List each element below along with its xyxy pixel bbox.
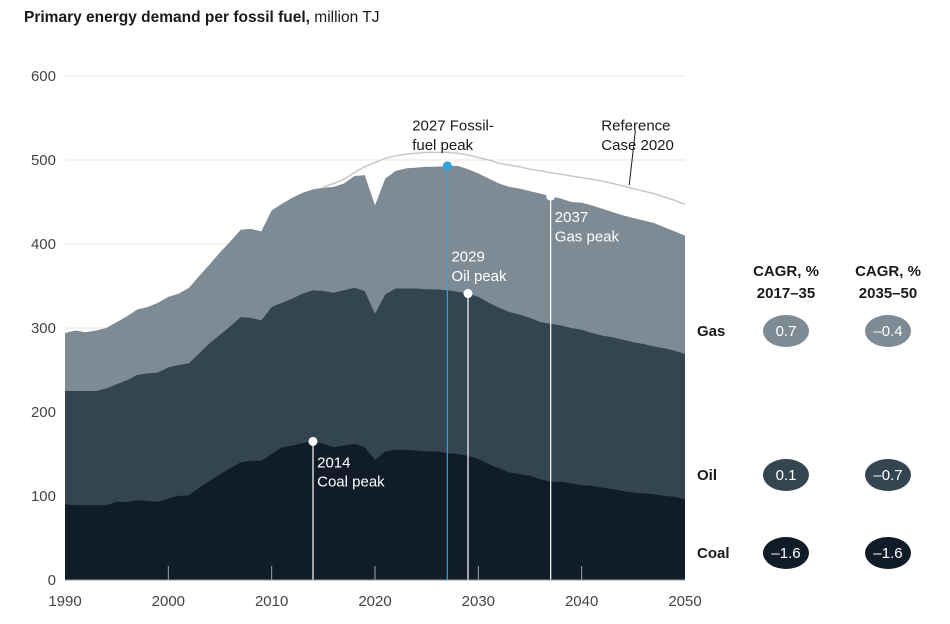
y-tick-label-500: 500 <box>31 152 56 169</box>
cagr-pill-oil-col2 <box>865 459 911 491</box>
cagr-row-label-coal: Coal <box>697 545 730 562</box>
cagr-row-label-gas: Gas <box>697 323 725 340</box>
reference-case-line <box>323 151 686 206</box>
cagr-pill-coal-col2 <box>865 537 911 569</box>
cagr-header-line1-col2: CAGR, % <box>855 263 921 280</box>
area-coal <box>65 441 685 580</box>
coal-peak-marker <box>308 436 318 446</box>
cagr-value-gas-col2: –0.4 <box>873 323 902 340</box>
fossil-fuel-peak-marker <box>442 161 452 171</box>
oil-peak-label-1: 2029 <box>451 249 484 266</box>
axes: 0 100 200 300 400 500 600 1990 2000 2010 2020 2030 2… <box>31 68 702 610</box>
coal-peak-label-2: Coal peak <box>317 474 385 491</box>
x-tick-label-2040: 2040 <box>565 593 598 610</box>
cagr-header-line1-col1: CAGR, % <box>753 263 819 280</box>
reference-case-leader <box>628 130 636 186</box>
cagr-pill-gas-col2 <box>865 315 911 347</box>
y-tick-label-600: 600 <box>31 68 56 85</box>
y-tick-label-400: 400 <box>31 236 56 253</box>
gas-peak-label-2: Gas peak <box>555 228 620 245</box>
chart-title: Primary energy demand per fossil fuel, m… <box>24 9 379 27</box>
peak-annotations: 2014 Coal peak 2029 Oil peak 2037 Gas peak 202… <box>308 118 620 580</box>
cagr-value-oil-col1: 0.1 <box>776 467 797 484</box>
cagr-pill-oil-col1 <box>763 459 809 491</box>
gas-peak-label-1: 2037 <box>555 209 588 226</box>
reference-case-label-2: Case 2020 <box>601 137 674 154</box>
cagr-row-label-oil: Oil <box>697 467 717 484</box>
y-tick-label-200: 200 <box>31 404 56 421</box>
x-tick-label-1990: 1990 <box>48 593 81 610</box>
cagr-header-line2-col1: 2017–35 <box>757 285 815 302</box>
fossil-fuel-peak-label-1: 2027 Fossil- <box>412 118 494 135</box>
cagr-value-coal-col1: –1.6 <box>771 545 800 562</box>
stacked-areas <box>65 165 685 580</box>
x-tick-marks <box>167 566 583 580</box>
chart-title-bold: Primary energy demand per fossil fuel, <box>24 9 310 26</box>
cagr-value-gas-col1: 0.7 <box>776 323 797 340</box>
x-tick-label-2030: 2030 <box>462 593 495 610</box>
x-tick-label-2010: 2010 <box>255 593 288 610</box>
cagr-table: CAGR, % 2017–35 CAGR, % 2035–50 Gas 0.7 –0.4 Oi… <box>697 263 921 569</box>
cagr-pill-gas-col1 <box>763 315 809 347</box>
fossil-fuel-peak-label-2: fuel peak <box>412 137 473 154</box>
y-tick-label-0: 0 <box>48 572 56 589</box>
cagr-header-line2-col2: 2035–50 <box>859 285 917 302</box>
chart-title-unit: million TJ <box>310 9 380 26</box>
cagr-value-oil-col2: –0.7 <box>873 467 902 484</box>
reference-case-line: Reference Case 2020 <box>323 118 686 206</box>
oil-peak-label-2: Oil peak <box>451 268 507 285</box>
y-tick-label-300: 300 <box>31 320 56 337</box>
reference-case-label-1: Reference <box>601 118 670 135</box>
gas-peak-marker <box>546 191 556 201</box>
x-tick-label-2050: 2050 <box>668 593 701 610</box>
coal-peak-label-1: 2014 <box>317 454 350 471</box>
oil-peak-marker <box>463 289 473 299</box>
cagr-pill-coal-col1 <box>763 537 809 569</box>
y-tick-label-100: 100 <box>31 488 56 505</box>
x-tick-label-2000: 2000 <box>152 593 185 610</box>
cagr-value-coal-col2: –1.6 <box>873 545 902 562</box>
x-tick-label-2020: 2020 <box>358 593 391 610</box>
